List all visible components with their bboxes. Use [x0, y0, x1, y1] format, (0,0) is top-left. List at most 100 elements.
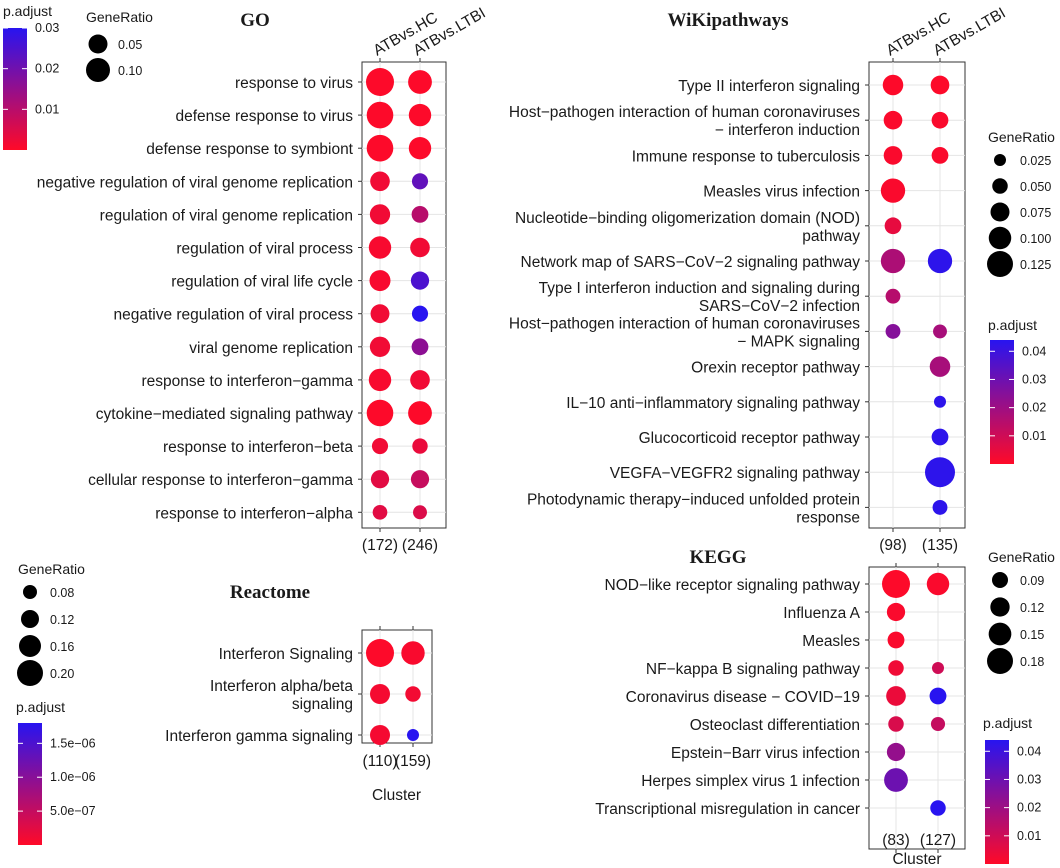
go-dot [369, 204, 391, 225]
wiki-cluster-count: (98) [879, 537, 907, 554]
kegg-dot [886, 742, 906, 762]
wiki-term-label-line: Host−pathogen interaction of human coron… [509, 315, 860, 332]
kegg-term-label-line: Epstein−Barr virus infection [671, 745, 860, 762]
reactome-dot [401, 641, 425, 665]
wiki-term-label-line: Type I interferon induction and signalin… [539, 280, 860, 297]
wiki-dot [933, 324, 947, 339]
go-dot [408, 137, 432, 160]
reactome-size-legend-label: 0.08 [50, 586, 74, 600]
reactome-cluster-count: (159) [395, 753, 431, 770]
wiki-dot [880, 178, 906, 203]
kegg-size-legend-label: 0.15 [1020, 628, 1044, 642]
go-dot [370, 470, 390, 489]
go-term-label: viral genome replication [189, 340, 353, 357]
kegg-colorbar-label: 0.04 [1017, 744, 1041, 758]
go-colorbar-label: 0.03 [35, 21, 59, 35]
reactome-term-label-line: Interferon alpha/beta [210, 678, 353, 695]
reactome-size-legend-label: 0.12 [50, 613, 74, 627]
kegg-dot [930, 716, 946, 732]
wiki-dot [883, 110, 903, 130]
wiki-dot [885, 288, 901, 304]
reactome-term-label-line: signaling [292, 696, 353, 713]
kegg-dot [888, 660, 904, 676]
wiki-dot [925, 457, 955, 488]
go-dot [370, 171, 390, 192]
reactome-size-legend-dot [21, 610, 39, 628]
go-size-legend-dot [86, 58, 110, 82]
wiki-term-label-line: Glucocorticoid receptor pathway [639, 430, 861, 447]
wiki-term-label: Photodynamic therapy−induced unfolded pr… [527, 491, 860, 526]
reactome-term-label-line: Interferon Signaling [219, 646, 353, 663]
go-dot [411, 206, 429, 223]
wiki-title: WiKipathways [667, 10, 788, 31]
wiki-plot-frame [868, 61, 966, 529]
go-dot [369, 270, 391, 292]
wiki-color-legend-title: p.adjust [988, 317, 1037, 333]
kegg-size-legend-dot [987, 648, 1013, 674]
wiki-dot [931, 111, 949, 129]
wiki-term-label-line: Host−pathogen interaction of human coron… [509, 104, 860, 121]
go-dot [371, 438, 389, 455]
go-term-label: response to virus [235, 75, 353, 92]
go-term-label-line: regulation of viral life cycle [171, 274, 353, 291]
go-term-label-line: defense response to virus [176, 108, 354, 125]
kegg-term-label: NF−kappa B signaling pathway [646, 661, 860, 678]
kegg-colorbar-label: 0.01 [1017, 829, 1041, 843]
reactome-dot [405, 686, 421, 702]
go-term-label: response to interferon−beta [163, 439, 353, 456]
kegg-cluster-count: (83) [882, 832, 910, 849]
wiki-dot [883, 146, 903, 165]
reactome-term-label: Interferon alpha/beta signaling [210, 678, 353, 713]
reactome-size-legend-title: GeneRatio [18, 561, 85, 577]
go-size-legend-title: GeneRatio [86, 9, 153, 25]
kegg-term-label: Osteoclast differentiation [690, 717, 860, 734]
go-colorbar [3, 28, 27, 150]
wiki-colorbar-label: 0.01 [1022, 429, 1046, 443]
reactome-x-axis-label: Cluster [372, 787, 421, 804]
wiki-dot [884, 217, 902, 235]
go-size-legend-label: 0.05 [118, 38, 142, 52]
wiki-term-label-line: IL−10 anti−inflammatory signaling pathwa… [566, 395, 860, 412]
reactome-colorbar-label: 1.0e−06 [50, 770, 96, 784]
kegg-colorbar-label: 0.02 [1017, 801, 1041, 815]
go-dot [411, 173, 429, 190]
go-dot [410, 271, 430, 290]
go-cluster-count: (246) [402, 537, 438, 554]
wiki-term-label: VEGFA−VEGFR2 signaling pathway [610, 465, 861, 482]
wiki-dot [880, 248, 906, 274]
kegg-term-label: Coronavirus disease − COVID−19 [626, 689, 860, 706]
kegg-x-axis-label: Cluster [892, 851, 941, 868]
wiki-dot [885, 323, 901, 339]
go-colorbar-label: 0.01 [35, 102, 59, 116]
wiki-dot [929, 356, 951, 377]
kegg-term-label: Epstein−Barr virus infection [671, 745, 860, 762]
wiki-panel: WiKipathways Type II interferon signaling… [509, 5, 1055, 554]
kegg-dot [926, 572, 950, 596]
go-term-label-line: cellular response to interferon−gamma [88, 472, 353, 489]
go-dot [368, 236, 392, 259]
reactome-size-legend-dot [23, 585, 37, 599]
reactome-colorbar [18, 723, 42, 845]
go-dot [412, 438, 428, 454]
wiki-term-label-line: SARS−CoV−2 infection [699, 298, 860, 315]
reactome-colorbar-label: 5.0e−07 [50, 804, 96, 818]
reactome-term-label: Interferon Signaling [219, 646, 353, 663]
kegg-term-label-line: Osteoclast differentiation [690, 717, 860, 734]
wiki-term-label-line: Measles virus infection [703, 184, 860, 201]
go-term-label-line: negative regulation of viral genome repl… [37, 174, 353, 191]
kegg-size-legend-dot [992, 572, 1008, 588]
wiki-term-label-line: Orexin receptor pathway [691, 360, 860, 377]
wiki-colorbar-label: 0.03 [1022, 372, 1046, 386]
kegg-term-label-line: Coronavirus disease − COVID−19 [626, 689, 860, 706]
reactome-term-label-line: Interferon gamma signaling [165, 728, 353, 745]
wiki-term-label-line: Network map of SARS−CoV−2 signaling path… [521, 254, 861, 271]
go-term-label-line: response to interferon−gamma [141, 373, 353, 390]
go-dot [372, 504, 388, 520]
kegg-size-legend-label: 0.12 [1020, 601, 1044, 615]
wiki-dot [931, 147, 949, 164]
reactome-panel: Reactome Interferon Signaling Interferon a… [16, 561, 433, 845]
go-dot [410, 237, 430, 258]
go-dot [413, 505, 427, 520]
go-term-label: defense response to virus [176, 108, 354, 125]
